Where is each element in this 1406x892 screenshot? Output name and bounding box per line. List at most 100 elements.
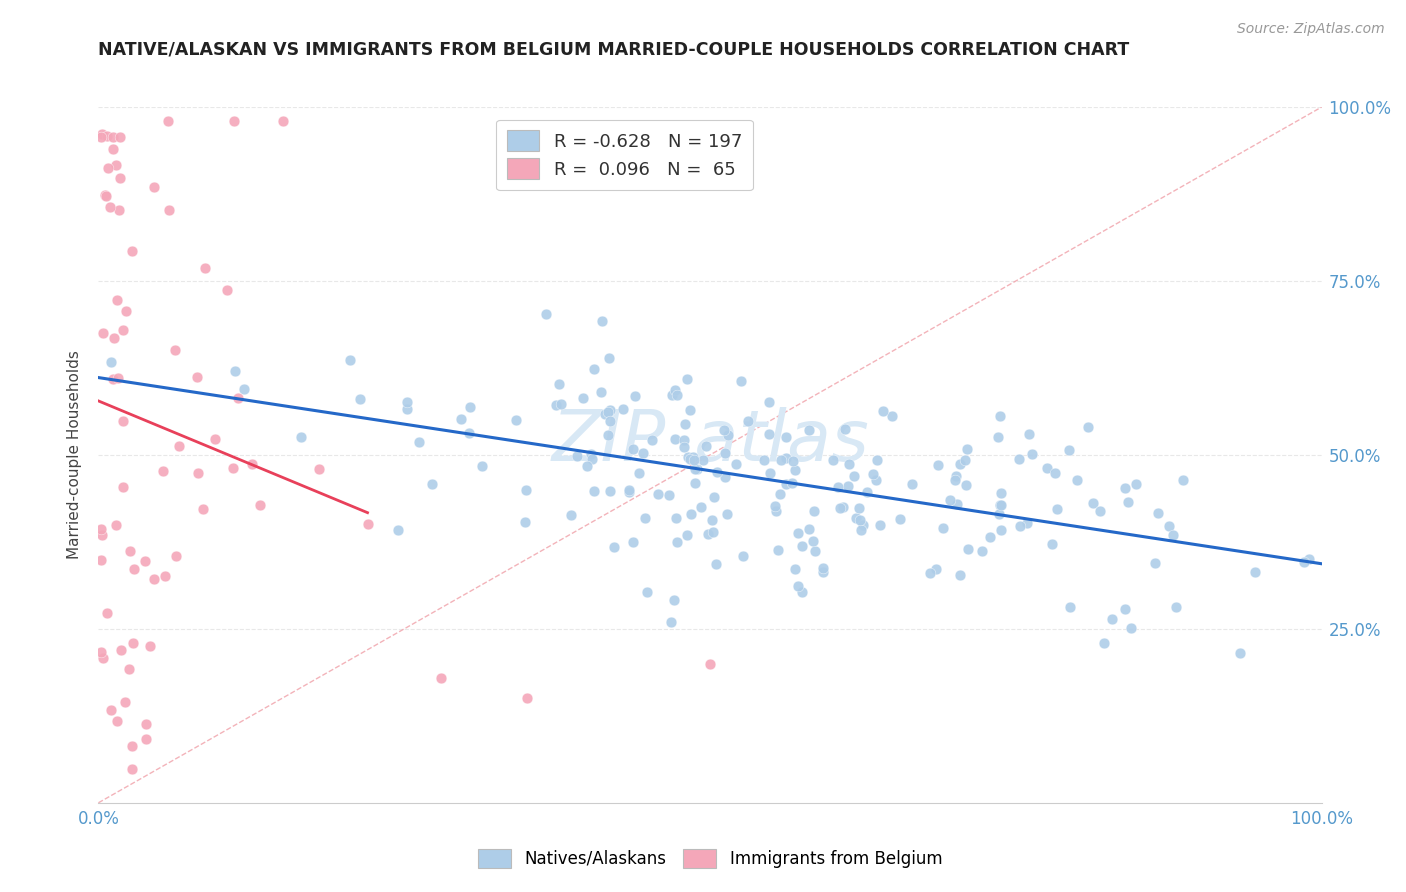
Point	[811, 566, 834, 580]
Point	[943, 473, 966, 487]
Point	[697, 527, 720, 541]
Point	[673, 440, 696, 454]
Point	[1008, 451, 1031, 466]
Point	[110, 643, 132, 657]
Point	[623, 389, 645, 403]
Point	[783, 562, 806, 576]
Point	[582, 483, 605, 498]
Point	[949, 568, 972, 582]
Point	[827, 480, 849, 494]
Point	[138, 640, 160, 654]
Point	[118, 662, 141, 676]
Point	[988, 498, 1011, 512]
Point	[848, 500, 870, 515]
Point	[90, 553, 112, 567]
Point	[1298, 551, 1320, 566]
Point	[157, 202, 180, 217]
Point	[339, 353, 361, 368]
Point	[560, 508, 582, 522]
Point	[880, 409, 903, 424]
Point	[956, 541, 979, 556]
Point	[1292, 555, 1315, 569]
Point	[91, 326, 114, 341]
Point	[856, 485, 879, 500]
Point	[430, 671, 453, 685]
Point	[356, 517, 378, 532]
Point	[1244, 565, 1267, 579]
Point	[678, 402, 700, 417]
Point	[752, 453, 775, 467]
Point	[450, 412, 472, 426]
Point	[1046, 502, 1069, 516]
Point	[679, 451, 702, 466]
Point	[699, 657, 721, 671]
Point	[837, 479, 859, 493]
Point	[143, 572, 166, 586]
Point	[1066, 473, 1088, 487]
Point	[945, 469, 967, 483]
Point	[713, 423, 735, 437]
Point	[224, 364, 246, 378]
Point	[704, 557, 727, 571]
Point	[672, 433, 695, 447]
Point	[110, 171, 132, 186]
Point	[217, 283, 239, 297]
Point	[591, 314, 613, 328]
Point	[830, 500, 852, 515]
Point	[686, 461, 709, 475]
Point	[1059, 600, 1081, 615]
Point	[617, 483, 640, 497]
Point	[716, 428, 738, 442]
Point	[513, 515, 536, 529]
Point	[990, 498, 1012, 512]
Point	[714, 446, 737, 460]
Point	[664, 432, 686, 446]
Point	[931, 521, 953, 535]
Point	[228, 391, 250, 405]
Point	[135, 716, 157, 731]
Point	[546, 398, 568, 412]
Point	[682, 450, 704, 465]
Point	[90, 130, 112, 145]
Point	[758, 427, 780, 442]
Point	[979, 530, 1001, 544]
Point	[675, 528, 697, 542]
Point	[395, 395, 418, 409]
Point	[107, 371, 129, 385]
Point	[1125, 476, 1147, 491]
Point	[101, 372, 124, 386]
Point	[100, 703, 122, 717]
Point	[700, 513, 723, 527]
Point	[112, 323, 135, 337]
Point	[505, 413, 527, 427]
Point	[988, 507, 1011, 521]
Point	[582, 362, 605, 376]
Point	[790, 585, 813, 599]
Point	[105, 714, 128, 728]
Point	[1114, 481, 1136, 495]
Point	[121, 739, 143, 753]
Point	[865, 473, 887, 487]
Point	[232, 382, 254, 396]
Legend: Natives/Alaskans, Immigrants from Belgium: Natives/Alaskans, Immigrants from Belgiu…	[471, 842, 949, 874]
Point	[576, 459, 599, 474]
Point	[783, 463, 806, 477]
Point	[1173, 473, 1195, 487]
Point	[471, 459, 494, 474]
Point	[1088, 504, 1111, 518]
Point	[945, 497, 967, 511]
Point	[787, 525, 810, 540]
Point	[1164, 599, 1187, 614]
Point	[1017, 516, 1039, 530]
Point	[775, 477, 797, 491]
Point	[572, 392, 595, 406]
Point	[797, 423, 820, 437]
Point	[634, 511, 657, 525]
Point	[308, 462, 330, 476]
Point	[186, 370, 208, 384]
Point	[862, 467, 884, 481]
Point	[114, 695, 136, 709]
Point	[939, 493, 962, 508]
Point	[803, 504, 825, 518]
Point	[775, 451, 797, 466]
